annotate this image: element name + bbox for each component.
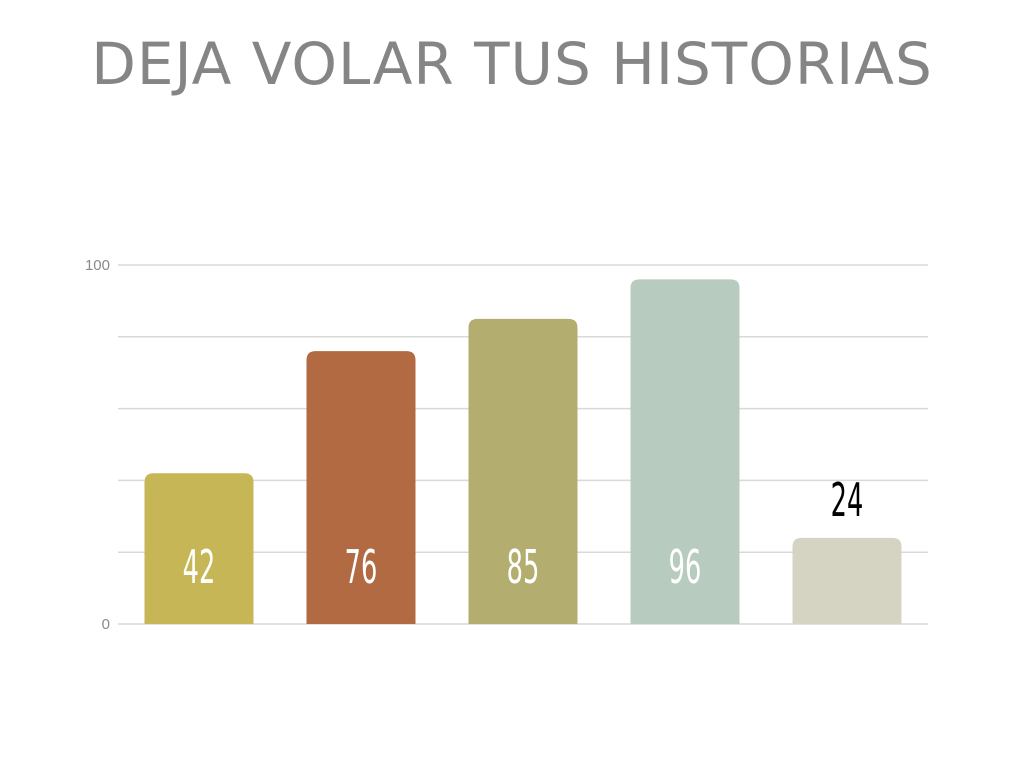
bar [630, 279, 740, 624]
y-tick-label: 0 [102, 616, 110, 633]
bar [792, 537, 902, 624]
bar-value-label: 24 [831, 474, 864, 528]
bar [144, 473, 254, 624]
bar-value-label: 42 [183, 541, 216, 595]
bar-value-label: 85 [507, 541, 540, 595]
bar [468, 318, 578, 624]
bar [306, 351, 416, 624]
bar-value-label: 96 [669, 541, 702, 595]
bar-value-label: 76 [345, 541, 378, 595]
y-tick-label: 100 [85, 257, 110, 274]
chart-title: DEJA VOLAR TUS HISTORIAS [91, 30, 933, 98]
